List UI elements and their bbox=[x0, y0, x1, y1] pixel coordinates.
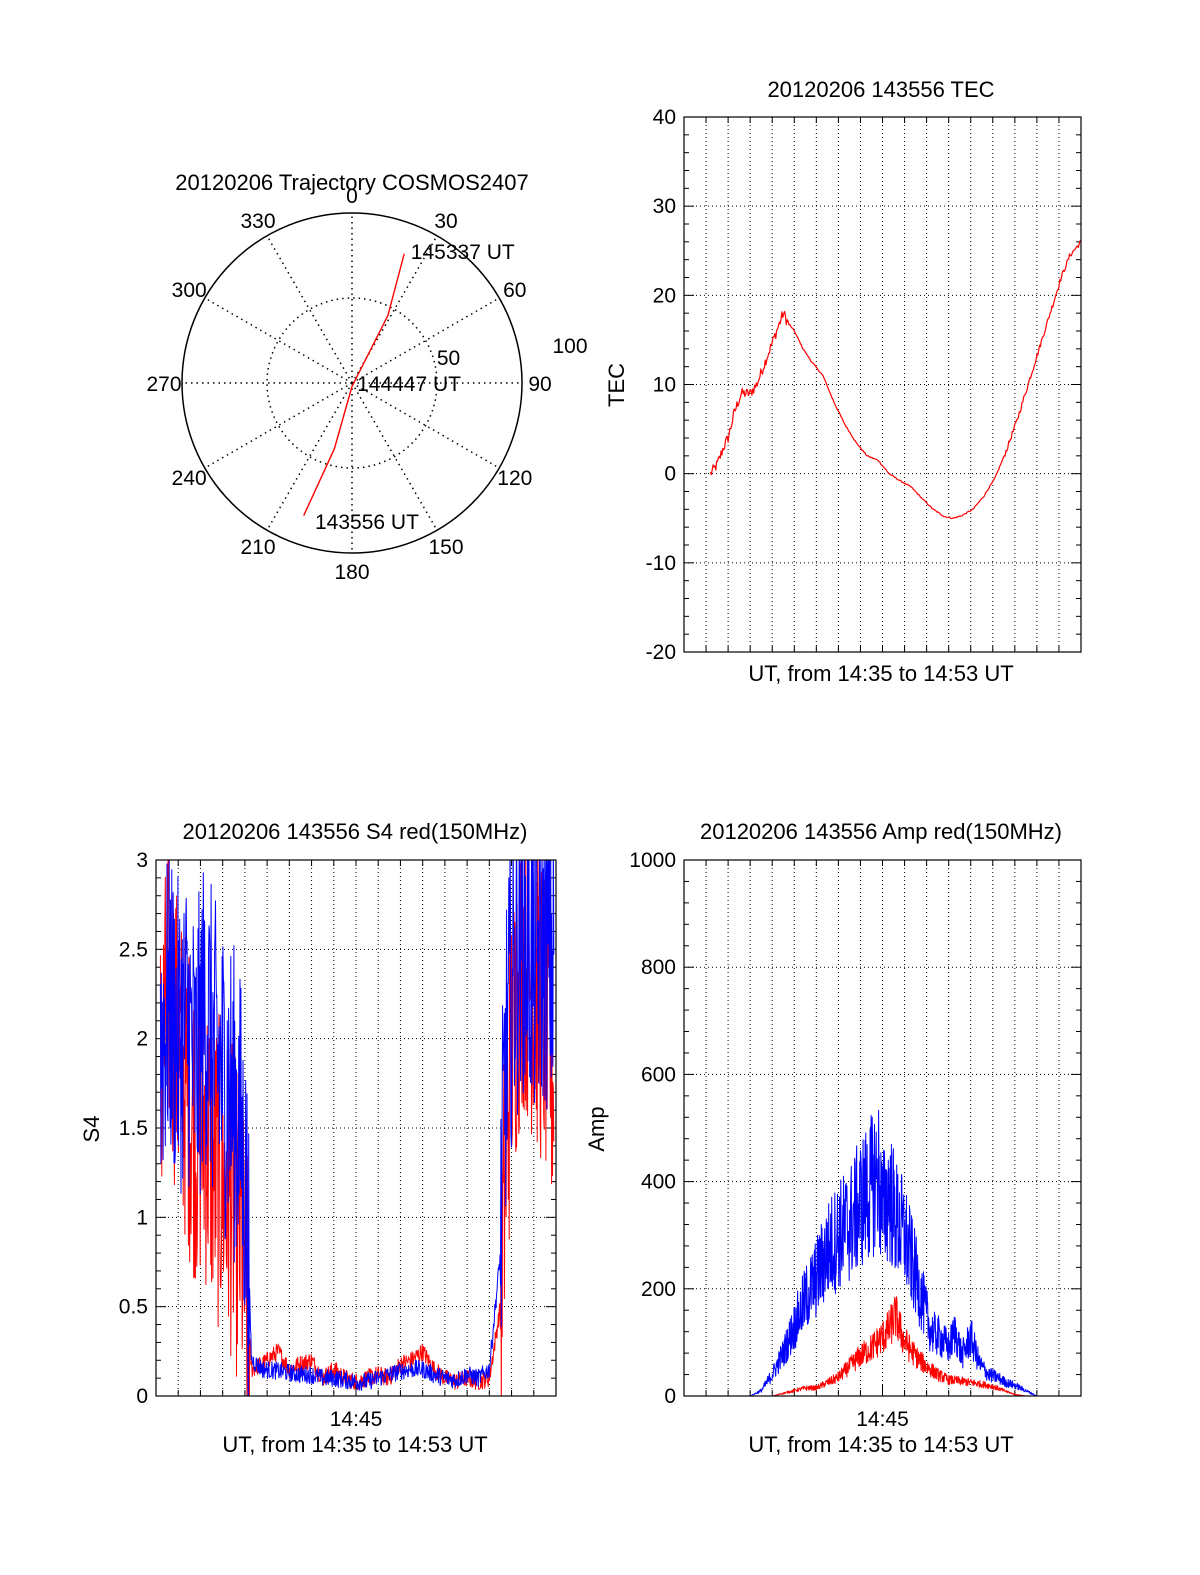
amp-plot-area: 0 200 400 600 800 1000 14:45 bbox=[629, 849, 1082, 1431]
trajectory-grid bbox=[181, 212, 523, 554]
y-tick-label: 0.5 bbox=[119, 1296, 148, 1319]
y-tick-label: 2.5 bbox=[119, 938, 148, 961]
trajectory-annotations: 145337 UT 144447 UT 143556 UT bbox=[315, 241, 515, 534]
y-tick-label: 0 bbox=[664, 1385, 676, 1408]
azimuth-spoke bbox=[266, 382, 353, 531]
azimuth-label: 60 bbox=[503, 279, 526, 302]
azimuth-spoke bbox=[351, 382, 500, 469]
s4-x-axis-label: UT, from 14:35 to 14:53 UT bbox=[222, 1432, 487, 1457]
y-tick-label: -20 bbox=[646, 641, 676, 664]
azimuth-label: 150 bbox=[428, 536, 463, 559]
amp-title: 20120206 143556 Amp red(150MHz) bbox=[700, 819, 1062, 844]
azimuth-label: 300 bbox=[172, 279, 207, 302]
y-tick-label: 3 bbox=[136, 849, 148, 872]
tec-x-axis-label: UT, from 14:35 to 14:53 UT bbox=[748, 661, 1013, 686]
x-tick-label: 14:45 bbox=[856, 1408, 909, 1431]
y-tick-label: 1.5 bbox=[119, 1117, 148, 1140]
azimuth-spoke bbox=[351, 297, 500, 384]
plot-frame bbox=[155, 859, 557, 1397]
radial-label: 50 bbox=[437, 347, 460, 370]
azimuth-label: 120 bbox=[497, 467, 532, 490]
y-tick-label: 200 bbox=[641, 1278, 676, 1301]
y-tick-label: 2 bbox=[136, 1028, 148, 1051]
azimuth-label: 330 bbox=[240, 210, 275, 233]
trajectory-path bbox=[303, 253, 405, 516]
trajectory-line bbox=[303, 253, 405, 516]
horizon-circle bbox=[181, 212, 523, 554]
tec-title: 20120206 143556 TEC bbox=[767, 77, 994, 102]
elevation-ring bbox=[266, 297, 438, 469]
amp-x-axis-label: UT, from 14:35 to 14:53 UT bbox=[748, 1432, 1013, 1457]
y-tick-label: 1 bbox=[136, 1206, 148, 1229]
trajectory-azimuth-labels: 0 30 60 90 120 150 180 210 240 270 300 330 50 100 bbox=[146, 185, 587, 584]
series-line-red bbox=[709, 239, 1081, 520]
azimuth-spoke bbox=[266, 235, 353, 384]
y-tick-label: -10 bbox=[646, 552, 676, 575]
tec-plot-area: -20 -10 0 10 20 30 40 bbox=[646, 106, 1082, 664]
amp-y-axis-label: Amp bbox=[584, 1106, 609, 1151]
azimuth-spoke bbox=[204, 297, 353, 384]
y-tick-label: 40 bbox=[653, 106, 676, 129]
azimuth-label: 180 bbox=[334, 561, 369, 584]
y-tick-label: 600 bbox=[641, 1063, 676, 1086]
tec-y-axis-label: TEC bbox=[604, 363, 629, 407]
plot-frame bbox=[683, 859, 1082, 1397]
azimuth-label: 90 bbox=[528, 373, 551, 396]
y-tick-label: 10 bbox=[653, 374, 676, 397]
trajectory-polar-plot: 20120206 Trajectory COSMOS2407 0 30 60 90 12… bbox=[146, 170, 587, 584]
y-tick-label: 20 bbox=[653, 284, 676, 307]
y-tick-label: 800 bbox=[641, 956, 676, 979]
s4-y-axis-label: S4 bbox=[79, 1116, 104, 1143]
series-line-red bbox=[710, 1296, 1081, 1396]
y-tick-label: 1000 bbox=[629, 849, 676, 872]
radial-label: 100 bbox=[552, 335, 587, 358]
azimuth-label: 210 bbox=[240, 536, 275, 559]
y-tick-label: 400 bbox=[641, 1171, 676, 1194]
series-line-blue bbox=[710, 1109, 1081, 1396]
azimuth-label: 30 bbox=[434, 210, 457, 233]
y-tick-label: 0 bbox=[664, 463, 676, 486]
trajectory-time-label: 143556 UT bbox=[315, 511, 419, 534]
azimuth-label: 270 bbox=[146, 373, 181, 396]
x-tick-label: 14:45 bbox=[330, 1408, 383, 1431]
s4-plot-area: 0 0.5 1 1.5 2 2.5 3 14:45 bbox=[119, 849, 557, 1431]
azimuth-label: 240 bbox=[172, 467, 207, 490]
azimuth-spoke bbox=[204, 382, 353, 469]
s4-line-plot: 20120206 143556 S4 red(150MHz) 0 0.5 1 1.5 2… bbox=[79, 819, 557, 1457]
y-tick-label: 30 bbox=[653, 195, 676, 218]
azimuth-spoke bbox=[351, 382, 438, 531]
plot-frame bbox=[683, 116, 1082, 653]
trajectory-time-label: 144447 UT bbox=[357, 373, 461, 396]
s4-title: 20120206 143556 S4 red(150MHz) bbox=[183, 819, 528, 844]
y-tick-label: 0 bbox=[136, 1385, 148, 1408]
trajectory-time-label: 145337 UT bbox=[411, 241, 515, 264]
azimuth-label: 0 bbox=[346, 185, 358, 208]
series-line-blue bbox=[159, 860, 555, 1396]
series-group bbox=[159, 860, 555, 1396]
trajectory-title: 20120206 Trajectory COSMOS2407 bbox=[175, 170, 528, 195]
amp-line-plot: 20120206 143556 Amp red(150MHz) 0 200 400 6… bbox=[584, 819, 1082, 1457]
tec-line-plot: 20120206 143556 TEC -20 -10 0 10 20 30 40 UT, … bbox=[604, 77, 1082, 686]
series-group bbox=[709, 239, 1081, 520]
series-group bbox=[710, 1109, 1081, 1396]
